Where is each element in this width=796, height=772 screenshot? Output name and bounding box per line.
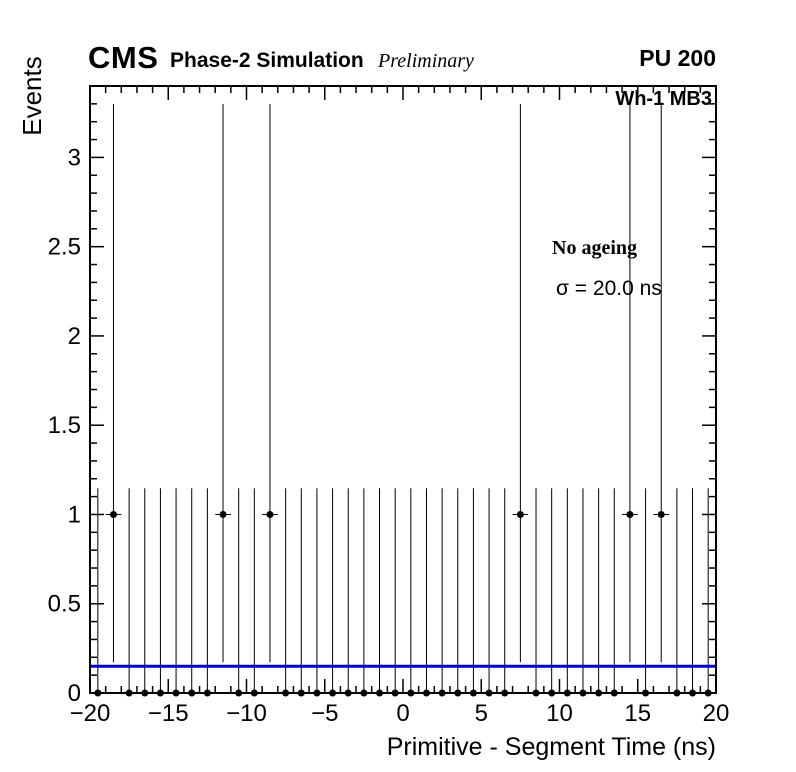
preliminary-label: Preliminary bbox=[378, 50, 474, 72]
plot-frame bbox=[89, 85, 717, 694]
svg-text:0: 0 bbox=[396, 700, 409, 727]
data-markers bbox=[94, 510, 712, 697]
y-axis-title: Events bbox=[17, 56, 47, 136]
ageing-scenario-label: No ageing bbox=[552, 237, 637, 259]
error-bars bbox=[90, 104, 716, 694]
svg-text:5: 5 bbox=[475, 700, 488, 727]
x-tick-labels: −20 −15 −10 −5 0 5 10 15 20 bbox=[70, 700, 730, 727]
cms-label: CMS bbox=[88, 40, 159, 75]
svg-text:0: 0 bbox=[68, 680, 81, 707]
svg-text:10: 10 bbox=[546, 700, 573, 727]
svg-text:−20: −20 bbox=[70, 700, 111, 727]
svg-text:1.5: 1.5 bbox=[48, 412, 81, 439]
svg-text:−15: −15 bbox=[148, 700, 189, 727]
svg-text:15: 15 bbox=[624, 700, 651, 727]
phase2-simulation-label: Phase-2 Simulation bbox=[170, 49, 364, 72]
chamber-label: Wh-1 MB3 bbox=[615, 88, 712, 110]
svg-text:−10: −10 bbox=[226, 700, 267, 727]
svg-text:−5: −5 bbox=[311, 700, 338, 727]
svg-text:0.5: 0.5 bbox=[48, 591, 81, 618]
axis-ticks bbox=[89, 85, 717, 694]
svg-text:20: 20 bbox=[703, 700, 730, 727]
y-tick-labels: 0 0.5 1 1.5 2 2.5 3 bbox=[48, 144, 81, 707]
svg-text:2.5: 2.5 bbox=[48, 234, 81, 261]
svg-text:2: 2 bbox=[68, 323, 81, 350]
pileup-label: PU 200 bbox=[639, 45, 716, 71]
svg-text:3: 3 bbox=[68, 144, 81, 171]
x-axis-title: Primitive - Segment Time (ns) bbox=[386, 733, 716, 761]
svg-text:1: 1 bbox=[68, 501, 81, 528]
sigma-label: σ = 20.0 ns bbox=[556, 277, 662, 300]
